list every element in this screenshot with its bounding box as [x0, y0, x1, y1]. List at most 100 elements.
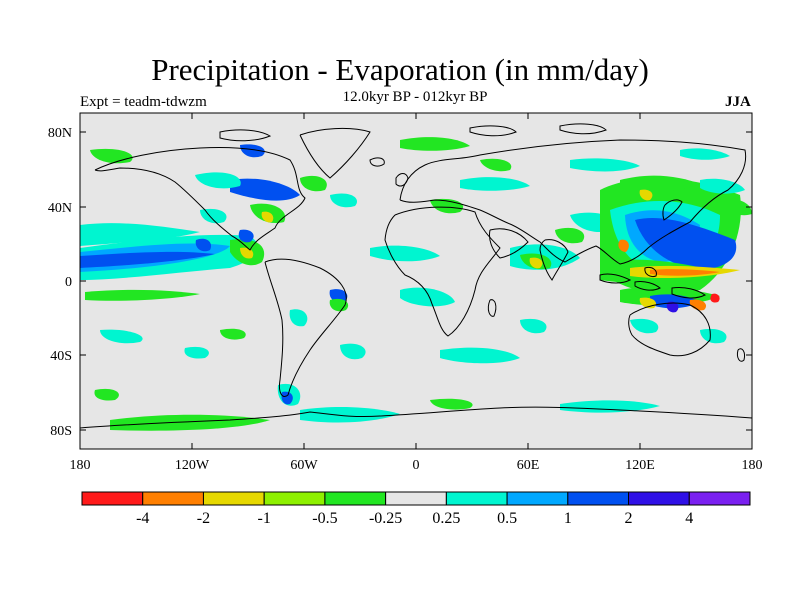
field-cyan — [520, 318, 547, 334]
field-cyan — [80, 223, 200, 246]
colorbar-label: 2 — [625, 510, 633, 527]
field-green — [220, 328, 246, 340]
field-cyan — [680, 148, 730, 160]
colorbar-swatch — [142, 491, 204, 506]
colorbar-label: -4 — [136, 510, 149, 527]
coast-north-america — [94, 147, 306, 251]
field-cyan — [630, 318, 659, 334]
coast-uk — [395, 173, 409, 187]
colorbar: -4 -2 -1 -0.5 -0.25 0.25 0.5 1 2 4 — [81, 491, 751, 527]
coast-eurasia — [399, 139, 747, 265]
field-blue — [195, 238, 212, 252]
field-green — [555, 227, 585, 244]
field-cyan — [195, 172, 241, 189]
colorbar-swatch — [445, 491, 508, 506]
colorbar-swatch — [628, 491, 690, 506]
x-tick-label: 180 — [70, 458, 91, 473]
coast-arctic-islands — [219, 123, 607, 142]
coast-india — [539, 239, 569, 281]
colorbar-swatch — [567, 491, 630, 506]
field-blue — [635, 218, 737, 270]
field-green — [480, 158, 512, 172]
colorbar-label: 1 — [564, 510, 572, 527]
field-cyan — [184, 346, 209, 359]
field-green — [94, 388, 119, 401]
colorbar-swatch — [506, 491, 569, 506]
x-tick-label: 60E — [517, 458, 540, 473]
coast-japan — [662, 199, 683, 221]
field-yellow — [529, 257, 543, 269]
field-orange — [618, 239, 629, 252]
field-green — [430, 398, 473, 410]
colorbar-swatch — [81, 491, 144, 506]
x-tick-label: 60W — [290, 458, 318, 473]
colorbar-swatch — [324, 491, 387, 506]
field-cyan — [560, 400, 660, 413]
field-blue — [230, 178, 300, 201]
season-label: JJA — [725, 94, 751, 110]
anomaly-fields — [80, 137, 752, 431]
field-green — [300, 175, 327, 192]
colorbar-swatch — [688, 491, 751, 506]
field-yellow — [639, 189, 653, 201]
field-green — [329, 298, 349, 312]
field-orange — [650, 269, 720, 276]
field-red — [710, 293, 720, 303]
field-green — [400, 137, 470, 151]
map-axes: 180 120W 60W 0 60E 120E 180 80N 40N 0 40S 80S — [48, 113, 763, 473]
coast-madagascar — [487, 299, 497, 317]
coast-new-zealand — [737, 348, 745, 362]
field-cyan — [570, 158, 640, 172]
coast-africa — [384, 206, 501, 337]
chart-subtitle: 12.0kyr BP - 012kyr BP — [342, 89, 488, 105]
y-tick-label: 80N — [48, 126, 72, 141]
field-cyan — [330, 193, 358, 208]
colorbar-swatch — [202, 491, 265, 506]
coast-south-america — [264, 258, 347, 397]
field-orange — [689, 299, 707, 311]
field-green — [620, 175, 700, 192]
field-green — [720, 198, 752, 216]
field-green — [110, 414, 270, 431]
field-blue — [238, 229, 254, 243]
coast-iceland — [369, 157, 385, 167]
field-yellow — [261, 211, 274, 223]
x-tick-label: 120E — [625, 458, 655, 473]
field-darkblue — [666, 301, 679, 313]
field-green — [85, 289, 200, 301]
field-blue — [240, 144, 265, 158]
field-cyan — [100, 329, 143, 344]
coastlines — [80, 123, 752, 429]
y-tick-label: 80S — [50, 424, 72, 439]
field-cyan — [440, 347, 520, 364]
field-cyan — [460, 177, 530, 191]
field-cyan — [400, 287, 455, 307]
x-tick-label: 120W — [175, 458, 210, 473]
field-blue — [329, 289, 348, 303]
y-tick-label: 0 — [65, 275, 72, 290]
field-cyan — [289, 309, 308, 327]
chart-title: Precipitation - Evaporation (in mm/day) — [151, 52, 649, 87]
coast-indonesia — [599, 267, 661, 291]
field-blue — [80, 251, 215, 268]
field-cyan — [370, 245, 440, 262]
field-cyan — [700, 328, 727, 344]
colorbar-label: 0.5 — [497, 510, 517, 527]
colorbar-label: 4 — [685, 510, 693, 527]
colorbar-label: 0.25 — [432, 510, 460, 527]
colorbar-swatch — [385, 491, 447, 506]
x-tick-label: 0 — [413, 458, 420, 473]
colorbar-label: -1 — [258, 510, 271, 527]
y-tick-label: 40N — [48, 201, 72, 216]
coast-greenland — [299, 127, 371, 179]
coast-antarctica — [80, 406, 752, 429]
coast-new-guinea — [671, 287, 706, 299]
field-cyan — [700, 178, 745, 194]
colorbar-swatch — [263, 491, 326, 506]
colorbar-label: -0.25 — [369, 510, 402, 527]
field-blue — [281, 391, 293, 405]
y-tick-label: 40S — [50, 349, 72, 364]
coast-australia — [628, 302, 711, 357]
field-cyan — [300, 407, 400, 423]
colorbar-label: -2 — [197, 510, 210, 527]
